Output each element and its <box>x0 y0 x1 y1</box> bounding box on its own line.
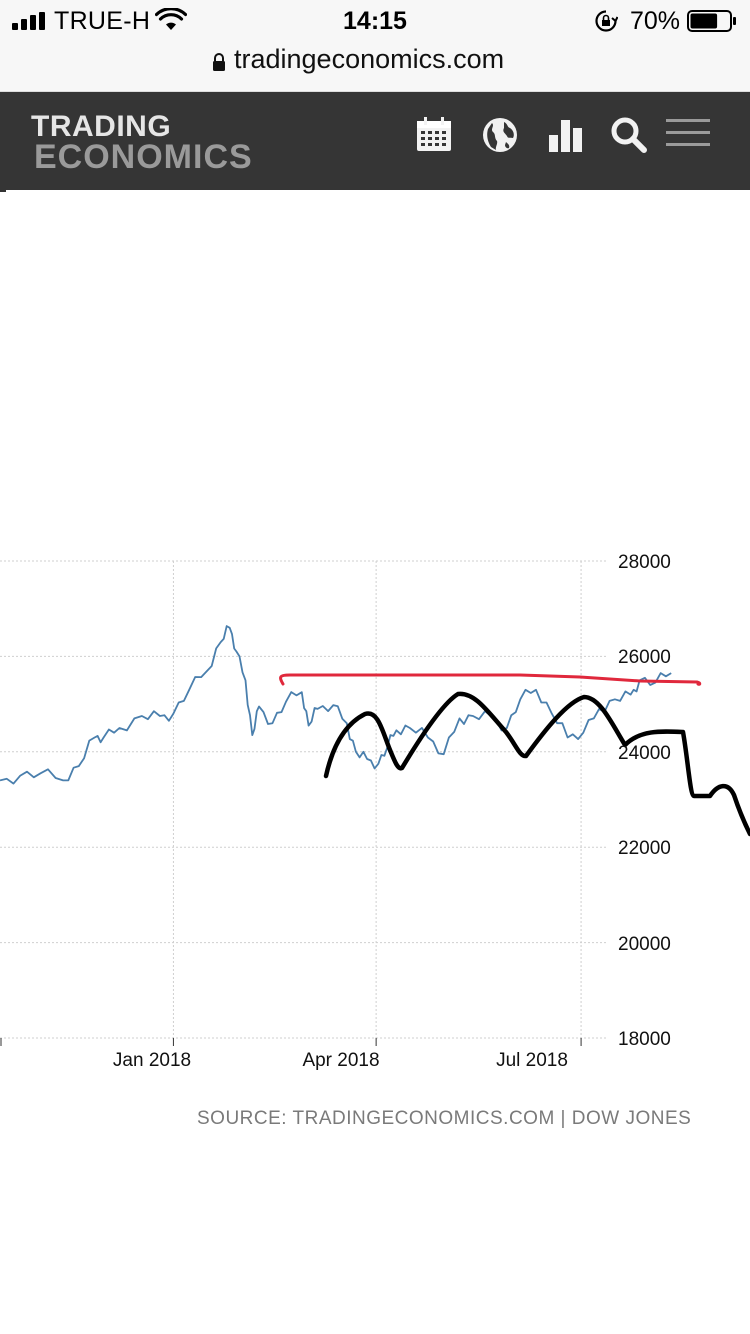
y-tick-label: 20000 <box>618 934 671 955</box>
y-tick-label: 18000 <box>618 1029 671 1050</box>
series-line <box>0 625 672 785</box>
chart-source: SOURCE: TRADINGECONOMICS.COM | DOW JONES <box>197 1108 692 1129</box>
y-tick-label: 22000 <box>618 838 671 859</box>
y-tick-label: 28000 <box>618 552 671 573</box>
site-header: TRADING ECONOMICS <box>0 92 750 190</box>
x-axis-labels: Jan 2018 Apr 2018 Jul 2018 <box>113 1050 568 1071</box>
logo-line-economics[interactable]: ECONOMICS <box>34 138 253 176</box>
black-annotation-path <box>323 691 750 837</box>
url-text[interactable]: tradingeconomics.com <box>234 44 505 74</box>
signal-icon <box>12 12 48 30</box>
x-tick-label: Apr 2018 <box>302 1050 379 1071</box>
bar-chart-icon[interactable] <box>546 114 586 154</box>
address-bar[interactable]: tradingeconomics.com <box>0 40 750 92</box>
menu-icon[interactable] <box>666 114 710 154</box>
orientation-lock-icon <box>595 10 618 32</box>
wifi-icon <box>155 8 187 30</box>
red-annotation-line <box>279 673 702 686</box>
chart-grid <box>0 560 608 1046</box>
chart-annotations <box>279 673 750 837</box>
status-time: 14:15 <box>343 7 407 35</box>
battery-percent: 70% <box>630 7 681 35</box>
status-bar: TRUE-H 14:15 70% <box>0 0 750 40</box>
battery-icon <box>687 10 736 32</box>
padlock-icon <box>213 53 225 71</box>
chart-series <box>0 625 672 785</box>
calendar-icon[interactable] <box>414 114 454 154</box>
divider <box>0 190 6 192</box>
x-tick-label: Jan 2018 <box>113 1050 191 1071</box>
y-tick-label: 26000 <box>618 647 671 668</box>
x-tick-label: Jul 2018 <box>496 1050 568 1071</box>
logo-line-trading[interactable]: TRADING <box>31 110 172 143</box>
y-tick-label: 24000 <box>618 743 671 764</box>
globe-icon[interactable] <box>480 114 520 154</box>
carrier-name: TRUE-H <box>54 7 151 35</box>
search-icon[interactable] <box>608 114 648 154</box>
y-axis-labels: 28000 26000 24000 22000 20000 18000 <box>618 552 671 1050</box>
